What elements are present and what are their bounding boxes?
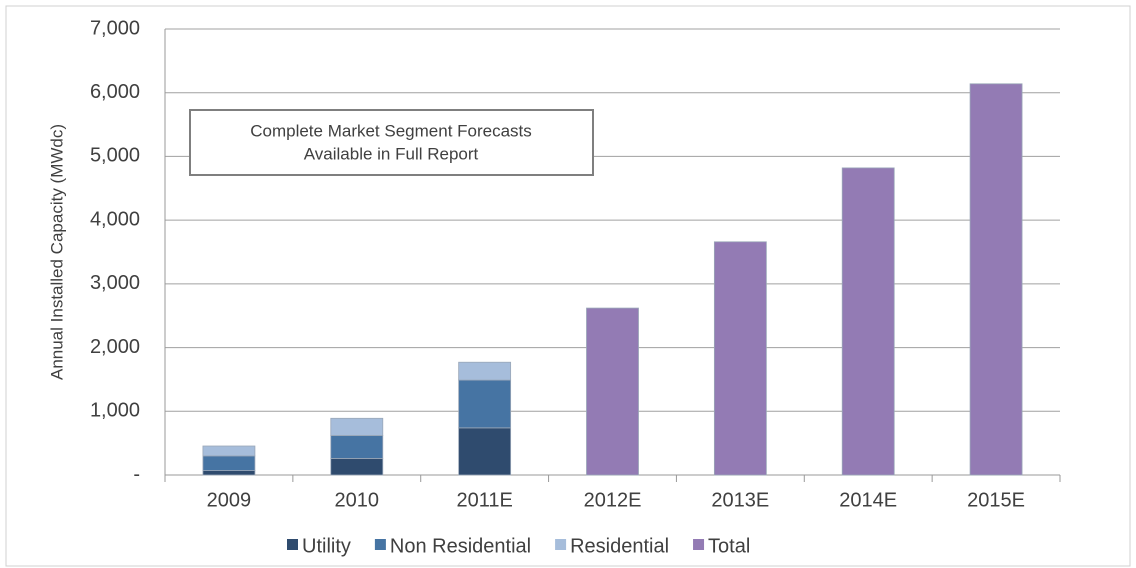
legend-label: Utility — [302, 535, 351, 557]
legend-swatch — [693, 539, 705, 550]
bar-segment — [458, 427, 512, 476]
x-tick-label: 2010 — [335, 489, 380, 511]
y-tick-label: 3,000 — [90, 272, 140, 294]
bar-segment — [202, 455, 256, 471]
bar-segment — [202, 470, 256, 476]
chart-border — [5, 5, 1131, 567]
y-tick-label: - — [133, 463, 140, 485]
y-tick-label: 5,000 — [90, 145, 140, 167]
legend-swatch — [374, 539, 386, 550]
y-tick-label: 4,000 — [90, 208, 140, 230]
x-tick-label: 2011E — [456, 489, 512, 511]
bar-segment — [841, 167, 895, 476]
legend-swatch — [555, 539, 567, 550]
x-tick-label: 2013E — [711, 489, 769, 511]
bar-segment — [969, 83, 1023, 476]
bar-segment — [713, 241, 767, 476]
y-tick-label: 6,000 — [90, 81, 140, 103]
bar-segment — [458, 379, 512, 429]
x-tick-label: 2012E — [584, 489, 642, 511]
y-tick-label: 2,000 — [90, 336, 140, 358]
annotation-text: Complete Market Segment Forecasts — [250, 121, 532, 140]
bar-segment — [586, 307, 639, 476]
legend-label: Total — [708, 535, 750, 557]
x-tick-label: 2014E — [839, 489, 897, 511]
legend-swatch — [287, 539, 298, 550]
y-tick-label: 1,000 — [90, 400, 140, 422]
bar-segment — [330, 435, 384, 459]
x-tick-label: 2015E — [967, 489, 1025, 511]
bar-segment — [202, 445, 256, 457]
y-axis-label: Annual Installed Capacity (MWdc) — [47, 124, 66, 380]
y-tick-label: 7,000 — [90, 17, 140, 39]
legend-label: Residential — [570, 535, 669, 557]
x-tick-label: 2009 — [207, 489, 252, 511]
bar-segment — [330, 458, 384, 476]
legend-label: Non Residential — [390, 535, 531, 557]
bar-segment — [330, 417, 384, 436]
bar-segment — [458, 361, 512, 381]
annotation-box — [189, 109, 594, 176]
annotation-text: Available in Full Report — [304, 144, 479, 163]
